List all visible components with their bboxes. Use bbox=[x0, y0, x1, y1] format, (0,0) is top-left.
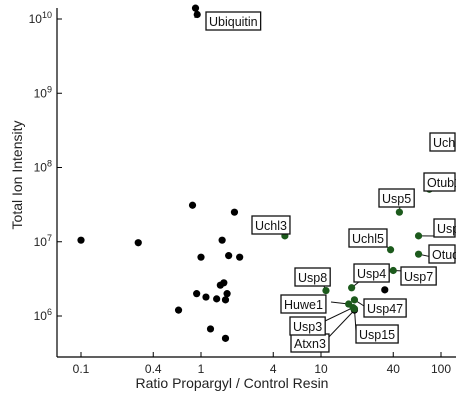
point-label: Usp7 bbox=[400, 266, 437, 286]
point-label: Uchl5 bbox=[348, 228, 388, 248]
label-box bbox=[363, 298, 407, 318]
point-label-text: Usp47 bbox=[367, 302, 403, 316]
y-tick-label: 108 bbox=[34, 159, 52, 175]
label-box bbox=[400, 266, 437, 286]
point-label: Usp4 bbox=[353, 263, 390, 283]
point-label: Huwe1 bbox=[280, 294, 327, 314]
data-point bbox=[188, 201, 197, 209]
data-point bbox=[350, 296, 359, 304]
label-leader-line bbox=[324, 307, 354, 322]
label-box bbox=[353, 263, 390, 283]
point-label: Usp bbox=[433, 218, 456, 238]
x-tick-label: 0.1 bbox=[73, 362, 90, 376]
data-points bbox=[77, 4, 440, 342]
data-point bbox=[322, 286, 330, 295]
label-leader-lines bbox=[194, 8, 441, 341]
point-label-text: Uchl5 bbox=[352, 232, 384, 246]
label-leader-line bbox=[325, 309, 355, 341]
data-point bbox=[389, 266, 397, 275]
data-point bbox=[230, 208, 239, 216]
data-point bbox=[218, 236, 226, 244]
data-point bbox=[77, 236, 85, 244]
label-box bbox=[355, 324, 399, 344]
label-box bbox=[429, 132, 456, 152]
point-label: Usp47 bbox=[363, 298, 407, 318]
point-label: Otub1 bbox=[423, 172, 456, 192]
data-point bbox=[223, 290, 231, 298]
label-box bbox=[378, 188, 415, 208]
label-box bbox=[205, 11, 262, 31]
point-label-text: Usp15 bbox=[359, 328, 395, 342]
data-point bbox=[395, 208, 403, 216]
point-label: Usp5 bbox=[378, 188, 415, 208]
data-point bbox=[221, 334, 230, 342]
point-label-text: Uchl3 bbox=[255, 219, 287, 233]
data-point bbox=[206, 325, 215, 333]
point-label: Atxn3 bbox=[290, 333, 330, 353]
x-axis-title: Ratio Propargyl / Control Resin bbox=[136, 375, 329, 391]
label-box bbox=[433, 218, 456, 238]
data-point bbox=[193, 290, 201, 298]
x-tick-label: 0.4 bbox=[145, 362, 162, 376]
label-box bbox=[251, 215, 291, 235]
label-box bbox=[280, 294, 327, 314]
point-label-text: Usp5 bbox=[382, 192, 411, 206]
data-point bbox=[191, 4, 200, 12]
data-point bbox=[350, 305, 359, 313]
data-point bbox=[236, 253, 244, 261]
point-label: Uchl bbox=[429, 132, 456, 152]
point-label: Ubiquitin bbox=[205, 11, 262, 31]
point-label-text: Otud bbox=[432, 248, 456, 262]
y-axis-title: Total Ion Intensity bbox=[9, 121, 25, 230]
label-box bbox=[428, 244, 456, 264]
point-label-text: Usp7 bbox=[404, 270, 433, 284]
point-label: Usp15 bbox=[355, 324, 399, 344]
data-point bbox=[174, 306, 183, 314]
point-label-text: Usp4 bbox=[357, 267, 386, 281]
data-point bbox=[216, 281, 224, 289]
data-point bbox=[414, 250, 423, 258]
data-point bbox=[213, 295, 221, 303]
x-tick-label: 40 bbox=[387, 362, 401, 376]
point-label-text: Ubiquitin bbox=[209, 15, 258, 29]
point-label: Uchl3 bbox=[251, 215, 291, 235]
y-tick-label: 1010 bbox=[29, 10, 52, 26]
data-point bbox=[386, 246, 395, 254]
data-point bbox=[197, 253, 205, 261]
point-label-text: Usp8 bbox=[298, 271, 327, 285]
y-tick-label: 106 bbox=[34, 307, 52, 323]
data-point bbox=[134, 239, 142, 247]
point-label: Usp3 bbox=[289, 316, 326, 336]
x-tick-label: 10 bbox=[314, 362, 328, 376]
point-labels: Ubiquitin Atxn3 Uchl3 Uchl Otub1 Usp5 Usp Uchl5… bbox=[205, 11, 456, 353]
data-point bbox=[193, 10, 201, 19]
point-label: Otud bbox=[428, 244, 456, 264]
data-point bbox=[225, 252, 233, 260]
x-tick-label: 4 bbox=[270, 362, 277, 376]
x-tick-label: 100 bbox=[431, 362, 451, 376]
point-label-text: Otub1 bbox=[427, 176, 456, 190]
data-point bbox=[414, 232, 423, 240]
point-label-text: Usp bbox=[437, 222, 456, 236]
axis-ticks: 0.1 0.4 1 4 10 40 100 106 107 108 109 1010 bbox=[29, 10, 452, 376]
y-tick-label: 107 bbox=[34, 233, 52, 249]
label-box bbox=[348, 228, 388, 248]
point-label-text: Atxn3 bbox=[294, 337, 326, 351]
data-point bbox=[221, 296, 230, 304]
point-label: Usp8 bbox=[294, 267, 331, 287]
x-tick-label: 1 bbox=[198, 362, 205, 376]
label-box bbox=[423, 172, 456, 192]
y-tick-label: 109 bbox=[34, 84, 52, 100]
data-point bbox=[202, 293, 210, 301]
label-box bbox=[289, 316, 326, 336]
point-label-text: Usp3 bbox=[293, 320, 322, 334]
data-point bbox=[381, 286, 389, 294]
point-label-text: Huwe1 bbox=[284, 298, 323, 312]
label-box bbox=[294, 267, 331, 287]
point-label-text: Uchl bbox=[433, 136, 456, 150]
data-point bbox=[348, 284, 356, 292]
